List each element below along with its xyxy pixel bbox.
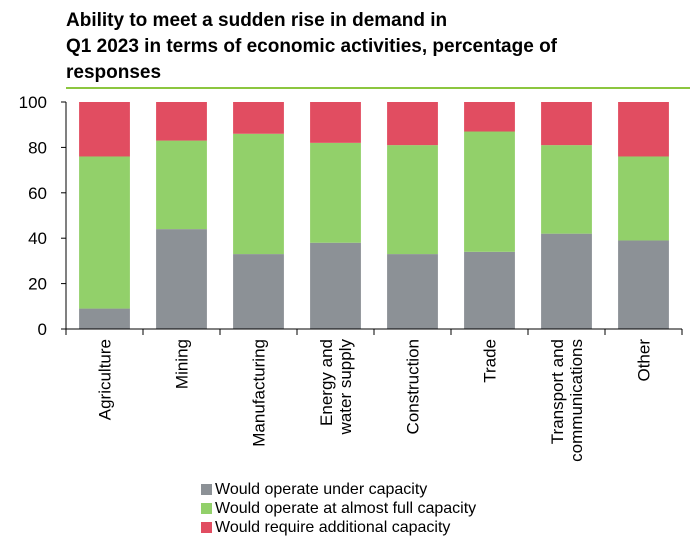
bar-segment-5-2: [464, 102, 515, 132]
legend-swatch-under-capacity: [201, 484, 212, 495]
bar-segment-3-0: [310, 243, 361, 329]
bar-segment-0-1: [79, 156, 130, 308]
bar-segment-5-0: [464, 252, 515, 329]
x-tick-label-5: Trade: [481, 339, 500, 383]
x-tick-label-1: Mining: [173, 339, 192, 389]
y-tick-label-40: 40: [28, 229, 47, 248]
bar-segment-5-1: [464, 132, 515, 252]
y-tick-label-100: 100: [19, 93, 47, 112]
bar-segment-7-2: [618, 102, 669, 156]
x-tick-label-3: Energy andwater supply: [317, 339, 355, 436]
legend-item-full-capacity: Would operate at almost full capacity: [201, 499, 476, 518]
bar-segment-4-2: [387, 102, 438, 145]
stacked-bar-chart: 0 20 40 60 80 100 Agriculture Mining Manufacturi…: [0, 0, 693, 480]
y-tick-label-60: 60: [28, 184, 47, 203]
bar-segment-0-2: [79, 102, 130, 156]
legend-swatch-additional-capacity: [201, 522, 212, 533]
bar-segment-2-2: [233, 102, 284, 134]
bar-segment-3-1: [310, 143, 361, 243]
y-tick-label-20: 20: [28, 275, 47, 294]
y-tick-label-80: 80: [28, 138, 47, 157]
legend-label-full-capacity: Would operate at almost full capacity: [215, 499, 476, 518]
bar-segment-2-1: [233, 134, 284, 254]
bar-segment-4-1: [387, 145, 438, 254]
x-tick-label-4: Construction: [404, 339, 423, 434]
bar-segment-3-2: [310, 102, 361, 143]
legend: Would operate under capacity Would opera…: [201, 480, 476, 537]
x-tick-label-7: Other: [635, 339, 654, 382]
bar-segment-6-2: [541, 102, 592, 145]
bar-segment-6-1: [541, 145, 592, 234]
x-tick-label-2: Manufacturing: [250, 339, 269, 447]
bar-segment-0-0: [79, 309, 130, 329]
bar-segment-1-0: [156, 229, 207, 329]
bar-segment-7-0: [618, 240, 669, 329]
legend-label-under-capacity: Would operate under capacity: [215, 480, 427, 499]
bar-segment-1-1: [156, 141, 207, 230]
bar-segment-1-2: [156, 102, 207, 141]
bar-segment-6-0: [541, 234, 592, 329]
x-tick-label-0: Agriculture: [96, 339, 115, 420]
legend-item-additional-capacity: Would require additional capacity: [201, 518, 476, 537]
y-tick-label-0: 0: [38, 320, 47, 339]
legend-label-additional-capacity: Would require additional capacity: [215, 518, 450, 537]
bar-segment-2-0: [233, 254, 284, 329]
x-tick-label-6: Transport andcommunications: [548, 339, 586, 462]
legend-swatch-full-capacity: [201, 503, 212, 514]
bar-segment-7-1: [618, 156, 669, 240]
legend-item-under-capacity: Would operate under capacity: [201, 480, 476, 499]
bar-segment-4-0: [387, 254, 438, 329]
